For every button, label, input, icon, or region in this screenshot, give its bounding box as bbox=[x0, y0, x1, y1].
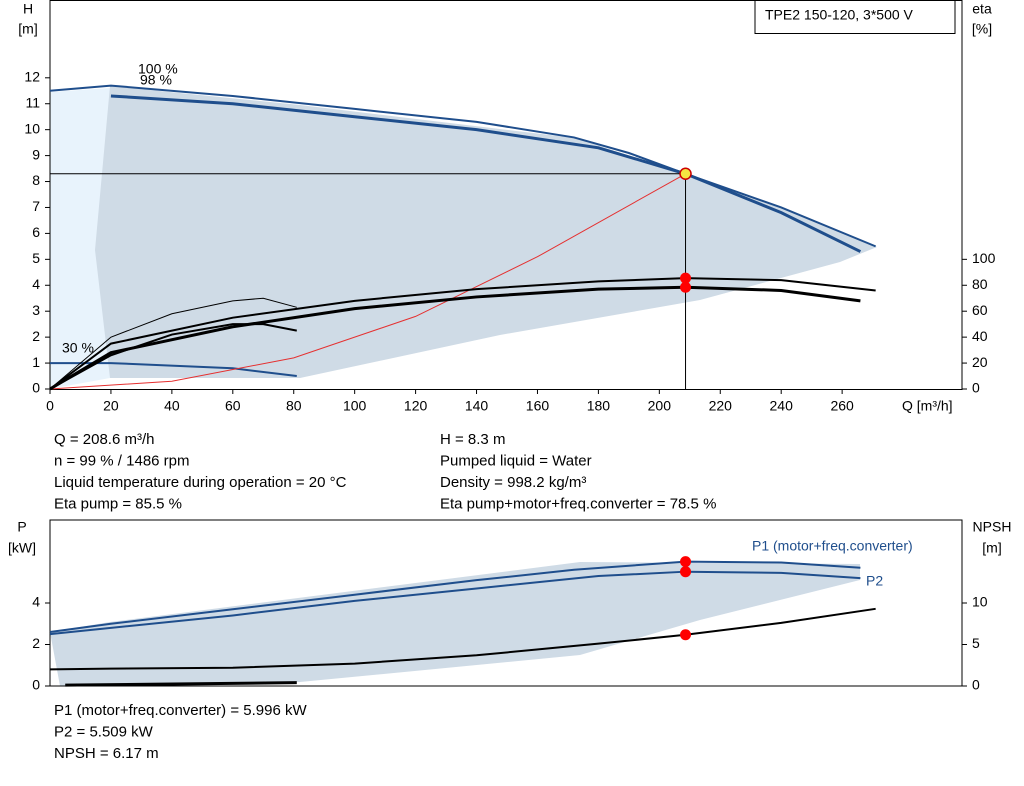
x-tick-label: 240 bbox=[770, 398, 794, 414]
info-line: Eta pump+motor+freq.converter = 78.5 % bbox=[440, 495, 716, 512]
x-tick-label: 80 bbox=[286, 398, 302, 414]
duty-point bbox=[680, 272, 692, 284]
y-tick-label: 1 bbox=[32, 354, 40, 370]
y2-tick-label: 60 bbox=[972, 302, 988, 318]
y-tick-label: 6 bbox=[32, 224, 40, 240]
duty-point bbox=[680, 281, 692, 293]
x-tick-label: 160 bbox=[526, 398, 550, 414]
curve bbox=[65, 681, 297, 687]
y2-tick-label: 0 bbox=[972, 677, 980, 693]
info-line: Density = 998.2 kg/m³ bbox=[440, 474, 586, 491]
curve bbox=[49, 173, 686, 390]
x-tick-label: 220 bbox=[709, 398, 733, 414]
y-tick-label: 8 bbox=[32, 172, 40, 188]
y-tick-label: 10 bbox=[24, 120, 40, 136]
y2-tick-label: 5 bbox=[972, 635, 980, 651]
y-tick-label: 3 bbox=[32, 302, 40, 318]
curve bbox=[49, 560, 861, 634]
curve-label: P2 bbox=[866, 573, 883, 589]
y2-tick-label: 20 bbox=[972, 354, 988, 370]
curve bbox=[49, 285, 861, 391]
y2-tick-label: 80 bbox=[972, 276, 988, 292]
power-area bbox=[50, 562, 860, 686]
y2-tick-label: 100 bbox=[972, 250, 996, 266]
x-tick-label: 120 bbox=[404, 398, 428, 414]
y-tick-label: 4 bbox=[32, 276, 40, 292]
y2-tick-label: 40 bbox=[972, 328, 988, 344]
y2-tick-label: 0 bbox=[972, 380, 980, 396]
info-line: Q = 208.6 m³/h bbox=[54, 431, 154, 448]
y-tick-label: 0 bbox=[32, 677, 40, 693]
info-line: Eta pump = 85.5 % bbox=[54, 495, 182, 512]
info-line: n = 99 % / 1486 rpm bbox=[54, 452, 190, 469]
duty-point bbox=[680, 629, 692, 641]
info-line: H = 8.3 m bbox=[440, 431, 505, 448]
x-tick-label: 180 bbox=[587, 398, 611, 414]
y-tick-label: 2 bbox=[32, 635, 40, 651]
info-line: P2 = 5.509 kW bbox=[54, 723, 154, 740]
x-tick-label: 140 bbox=[465, 398, 489, 414]
x-tick-label: 100 bbox=[343, 398, 367, 414]
y2-label: eta bbox=[972, 1, 992, 17]
y-tick-label: 0 bbox=[32, 380, 40, 396]
y-label: P bbox=[17, 519, 26, 535]
y-tick-label: 9 bbox=[32, 146, 40, 162]
y2-label: NPSH bbox=[973, 519, 1012, 535]
y-tick-label: 7 bbox=[32, 198, 40, 214]
info-line: NPSH = 6.17 m bbox=[54, 745, 159, 762]
curve bbox=[49, 323, 297, 390]
y-label: H bbox=[23, 1, 33, 17]
title-box bbox=[754, 0, 956, 34]
curve bbox=[49, 297, 297, 390]
operating-area bbox=[95, 86, 877, 378]
info-line: P1 (motor+freq.converter) = 5.996 kW bbox=[54, 702, 307, 719]
y2-unit: [m] bbox=[982, 540, 1001, 556]
duty-point bbox=[680, 566, 692, 578]
y-unit: [kW] bbox=[8, 540, 36, 556]
x-tick-label: 20 bbox=[103, 398, 119, 414]
y-tick-label: 11 bbox=[25, 94, 40, 110]
y-tick-label: 2 bbox=[32, 328, 40, 344]
curve bbox=[49, 84, 877, 248]
duty-point bbox=[680, 556, 692, 568]
y2-unit: [%] bbox=[972, 21, 992, 37]
y-tick-label: 12 bbox=[24, 69, 40, 85]
duty-point bbox=[679, 167, 692, 181]
x-tick-label: 0 bbox=[46, 398, 54, 414]
y-tick-label: 4 bbox=[32, 594, 40, 610]
y2-tick-label: 10 bbox=[972, 594, 988, 610]
range-area bbox=[50, 88, 110, 389]
title: TPE2 150-120, 3*500 V bbox=[765, 7, 914, 23]
x-tick-label: 200 bbox=[648, 398, 672, 414]
curve bbox=[49, 607, 876, 671]
curve-label: P1 (motor+freq.converter) bbox=[752, 538, 913, 554]
x-tick-label: 60 bbox=[225, 398, 241, 414]
curve bbox=[49, 277, 876, 390]
curve-label: 100 % bbox=[138, 61, 178, 77]
x-label: Q [m³/h] bbox=[902, 398, 953, 414]
curve-label: 98 % bbox=[140, 72, 172, 88]
y-tick-label: 5 bbox=[32, 250, 40, 266]
curve bbox=[110, 94, 862, 253]
top-frame bbox=[49, 0, 963, 390]
curve bbox=[49, 570, 861, 636]
x-tick-label: 260 bbox=[830, 398, 854, 414]
info-line: Pumped liquid = Water bbox=[440, 452, 592, 469]
x-tick-label: 40 bbox=[164, 398, 180, 414]
y-unit: [m] bbox=[18, 21, 37, 37]
info-line: Liquid temperature during operation = 20… bbox=[54, 474, 347, 491]
curve-label: 30 % bbox=[62, 340, 94, 356]
